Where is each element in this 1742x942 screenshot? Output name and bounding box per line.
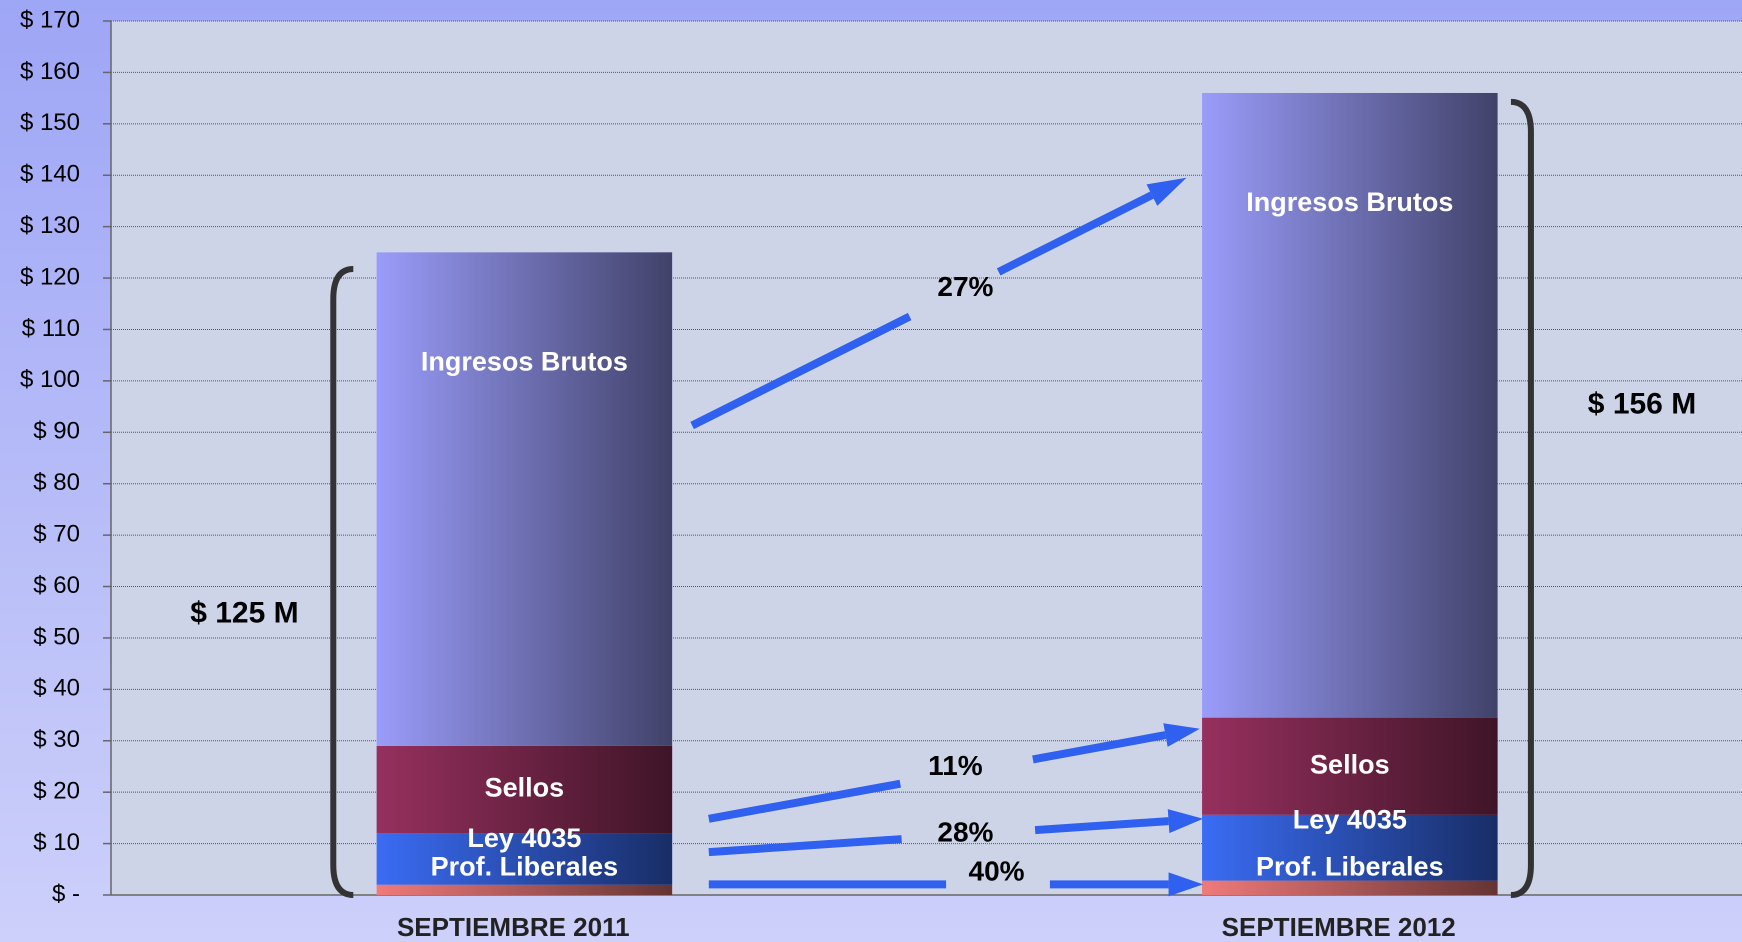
bar-shade [376,833,673,885]
bar-shade [1202,880,1498,895]
growth-label: 28% [937,817,993,848]
total-label: $ 156 M [1588,387,1696,420]
arrow-head [1168,872,1204,897]
y-tick-label: $ 80 [33,469,80,496]
bracket [330,266,354,898]
segment-label: Sellos [1310,749,1390,779]
y-tick-label: $ 60 [33,572,80,599]
y-tick-label: $ 50 [33,623,80,650]
arrow [1034,817,1169,835]
y-tick-label: $ 170 [20,6,80,33]
arrow [1032,731,1167,764]
y-tick-label: $ 130 [20,212,80,239]
arrow-head [1163,723,1200,747]
y-tick-label: $ - [52,880,80,907]
arrow-head [1167,809,1204,834]
bar-shade [376,252,673,746]
y-tick-label: $ 20 [33,778,80,805]
arrow [996,191,1154,276]
y-tick-label: $ 160 [20,58,80,85]
total-label: $ 125 M [190,596,298,629]
segment-label: Ingresos Brutos [1246,187,1453,217]
segment-label: Prof. Liberales [431,851,619,881]
bar-shade [376,884,673,895]
growth-label: 11% [928,750,983,781]
y-tick-label: $ 120 [20,263,80,290]
segment-label: Ingresos Brutos [421,347,628,377]
segment-label: Sellos [485,773,565,803]
segment-label: Ley 4035 [1293,805,1407,835]
y-tick-label: $ 10 [33,829,80,856]
arrow [708,779,902,823]
segment-label: Ley 4035 [467,823,581,853]
growth-label: 40% [969,856,1025,887]
bracket [1510,98,1534,898]
y-tick-label: $ 70 [33,520,80,547]
y-tick-label: $ 150 [20,109,80,136]
bar-shade [1202,814,1498,881]
y-tick-label: $ 40 [33,675,80,702]
bar-shade [376,745,673,834]
growth-label: 27% [937,271,993,302]
x-tick-label: SEPTIEMBRE 2011 [397,912,630,942]
arrow [708,835,902,857]
bar-shade [1202,92,1498,718]
y-tick-label: $ 30 [33,726,80,753]
bar-shade [1202,717,1498,815]
arrow-head [1146,177,1187,206]
y-tick-label: $ 140 [20,161,80,188]
x-tick-label: SEPTIEMBRE 2012 [1222,912,1456,942]
y-tick-label: $ 100 [20,366,80,393]
y-tick-label: $ 90 [33,418,80,445]
arrow [690,312,912,430]
y-tick-label: $ 110 [22,315,80,342]
segment-label: Prof. Liberales [1256,851,1444,881]
